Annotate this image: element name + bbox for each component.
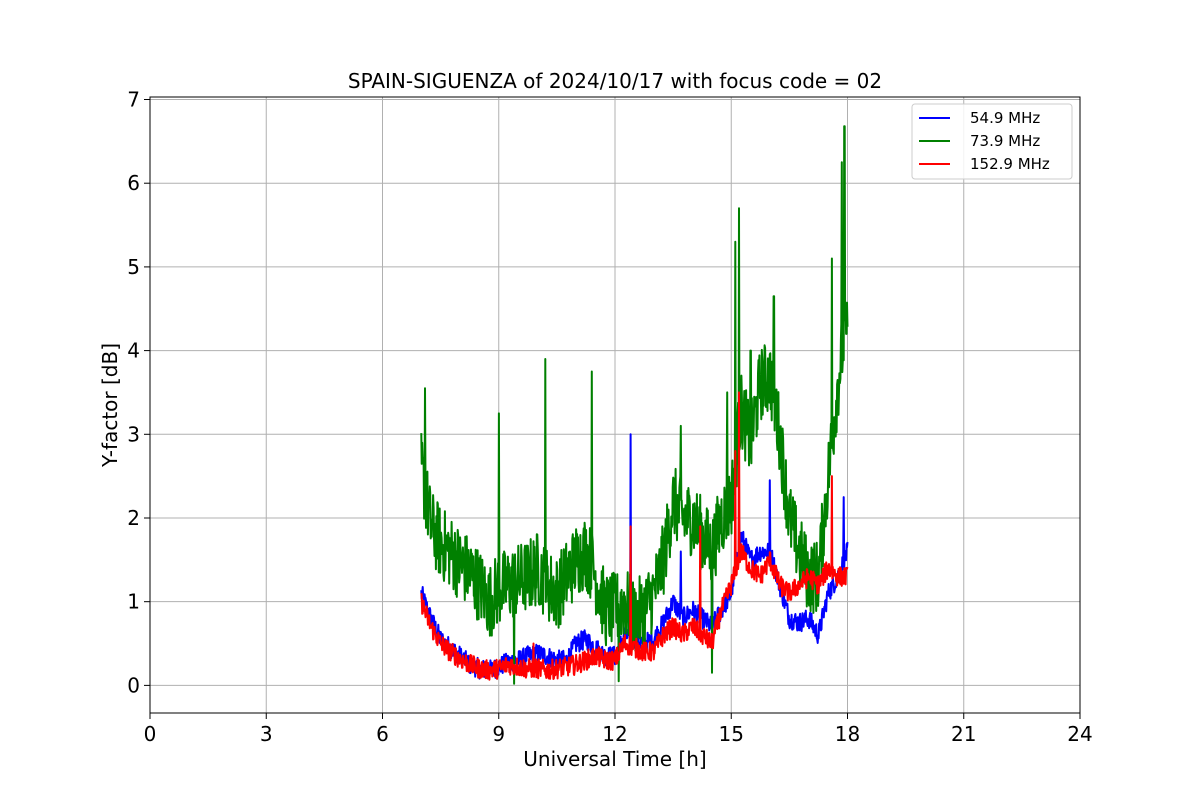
y-tick-label: 0	[127, 673, 140, 697]
legend-label: 152.9 MHz	[970, 155, 1050, 173]
x-tick-label: 6	[376, 722, 389, 746]
x-axis: 0 3 6 9 12 15 18 21 24	[144, 713, 1093, 746]
chart-title: SPAIN-SIGUENZA of 2024/10/17 with focus …	[348, 69, 882, 93]
y-tick-label: 2	[127, 506, 140, 530]
series-line-152-9-mhz	[420, 391, 849, 681]
y-tick-label: 7	[127, 88, 140, 112]
x-tick-label: 21	[951, 722, 976, 746]
y-tick-label: 6	[127, 171, 140, 195]
x-axis-label: Universal Time [h]	[523, 747, 706, 771]
x-tick-label: 15	[719, 722, 744, 746]
x-tick-label: 9	[492, 722, 505, 746]
legend-label: 54.9 MHz	[970, 109, 1040, 127]
x-tick-label: 12	[602, 722, 627, 746]
y-tick-label: 3	[127, 422, 140, 446]
grid	[150, 97, 1080, 713]
x-tick-label: 3	[260, 722, 273, 746]
y-tick-label: 4	[127, 339, 140, 363]
y-tick-label: 5	[127, 255, 140, 279]
x-tick-label: 18	[835, 722, 860, 746]
y-axis: 0 1 2 3 4 5 6 7	[127, 88, 150, 697]
y-axis-label: Y-factor [dB]	[98, 343, 122, 468]
legend-box	[911, 103, 1073, 180]
series-line-73-9-mhz	[420, 125, 849, 685]
series-layer	[420, 125, 849, 685]
legend: 54.9 MHz 73.9 MHz 152.9 MHz	[911, 103, 1073, 180]
y-tick-label: 1	[127, 590, 140, 614]
x-tick-label: 0	[144, 722, 157, 746]
legend-label: 73.9 MHz	[970, 132, 1040, 150]
x-tick-label: 24	[1067, 722, 1092, 746]
